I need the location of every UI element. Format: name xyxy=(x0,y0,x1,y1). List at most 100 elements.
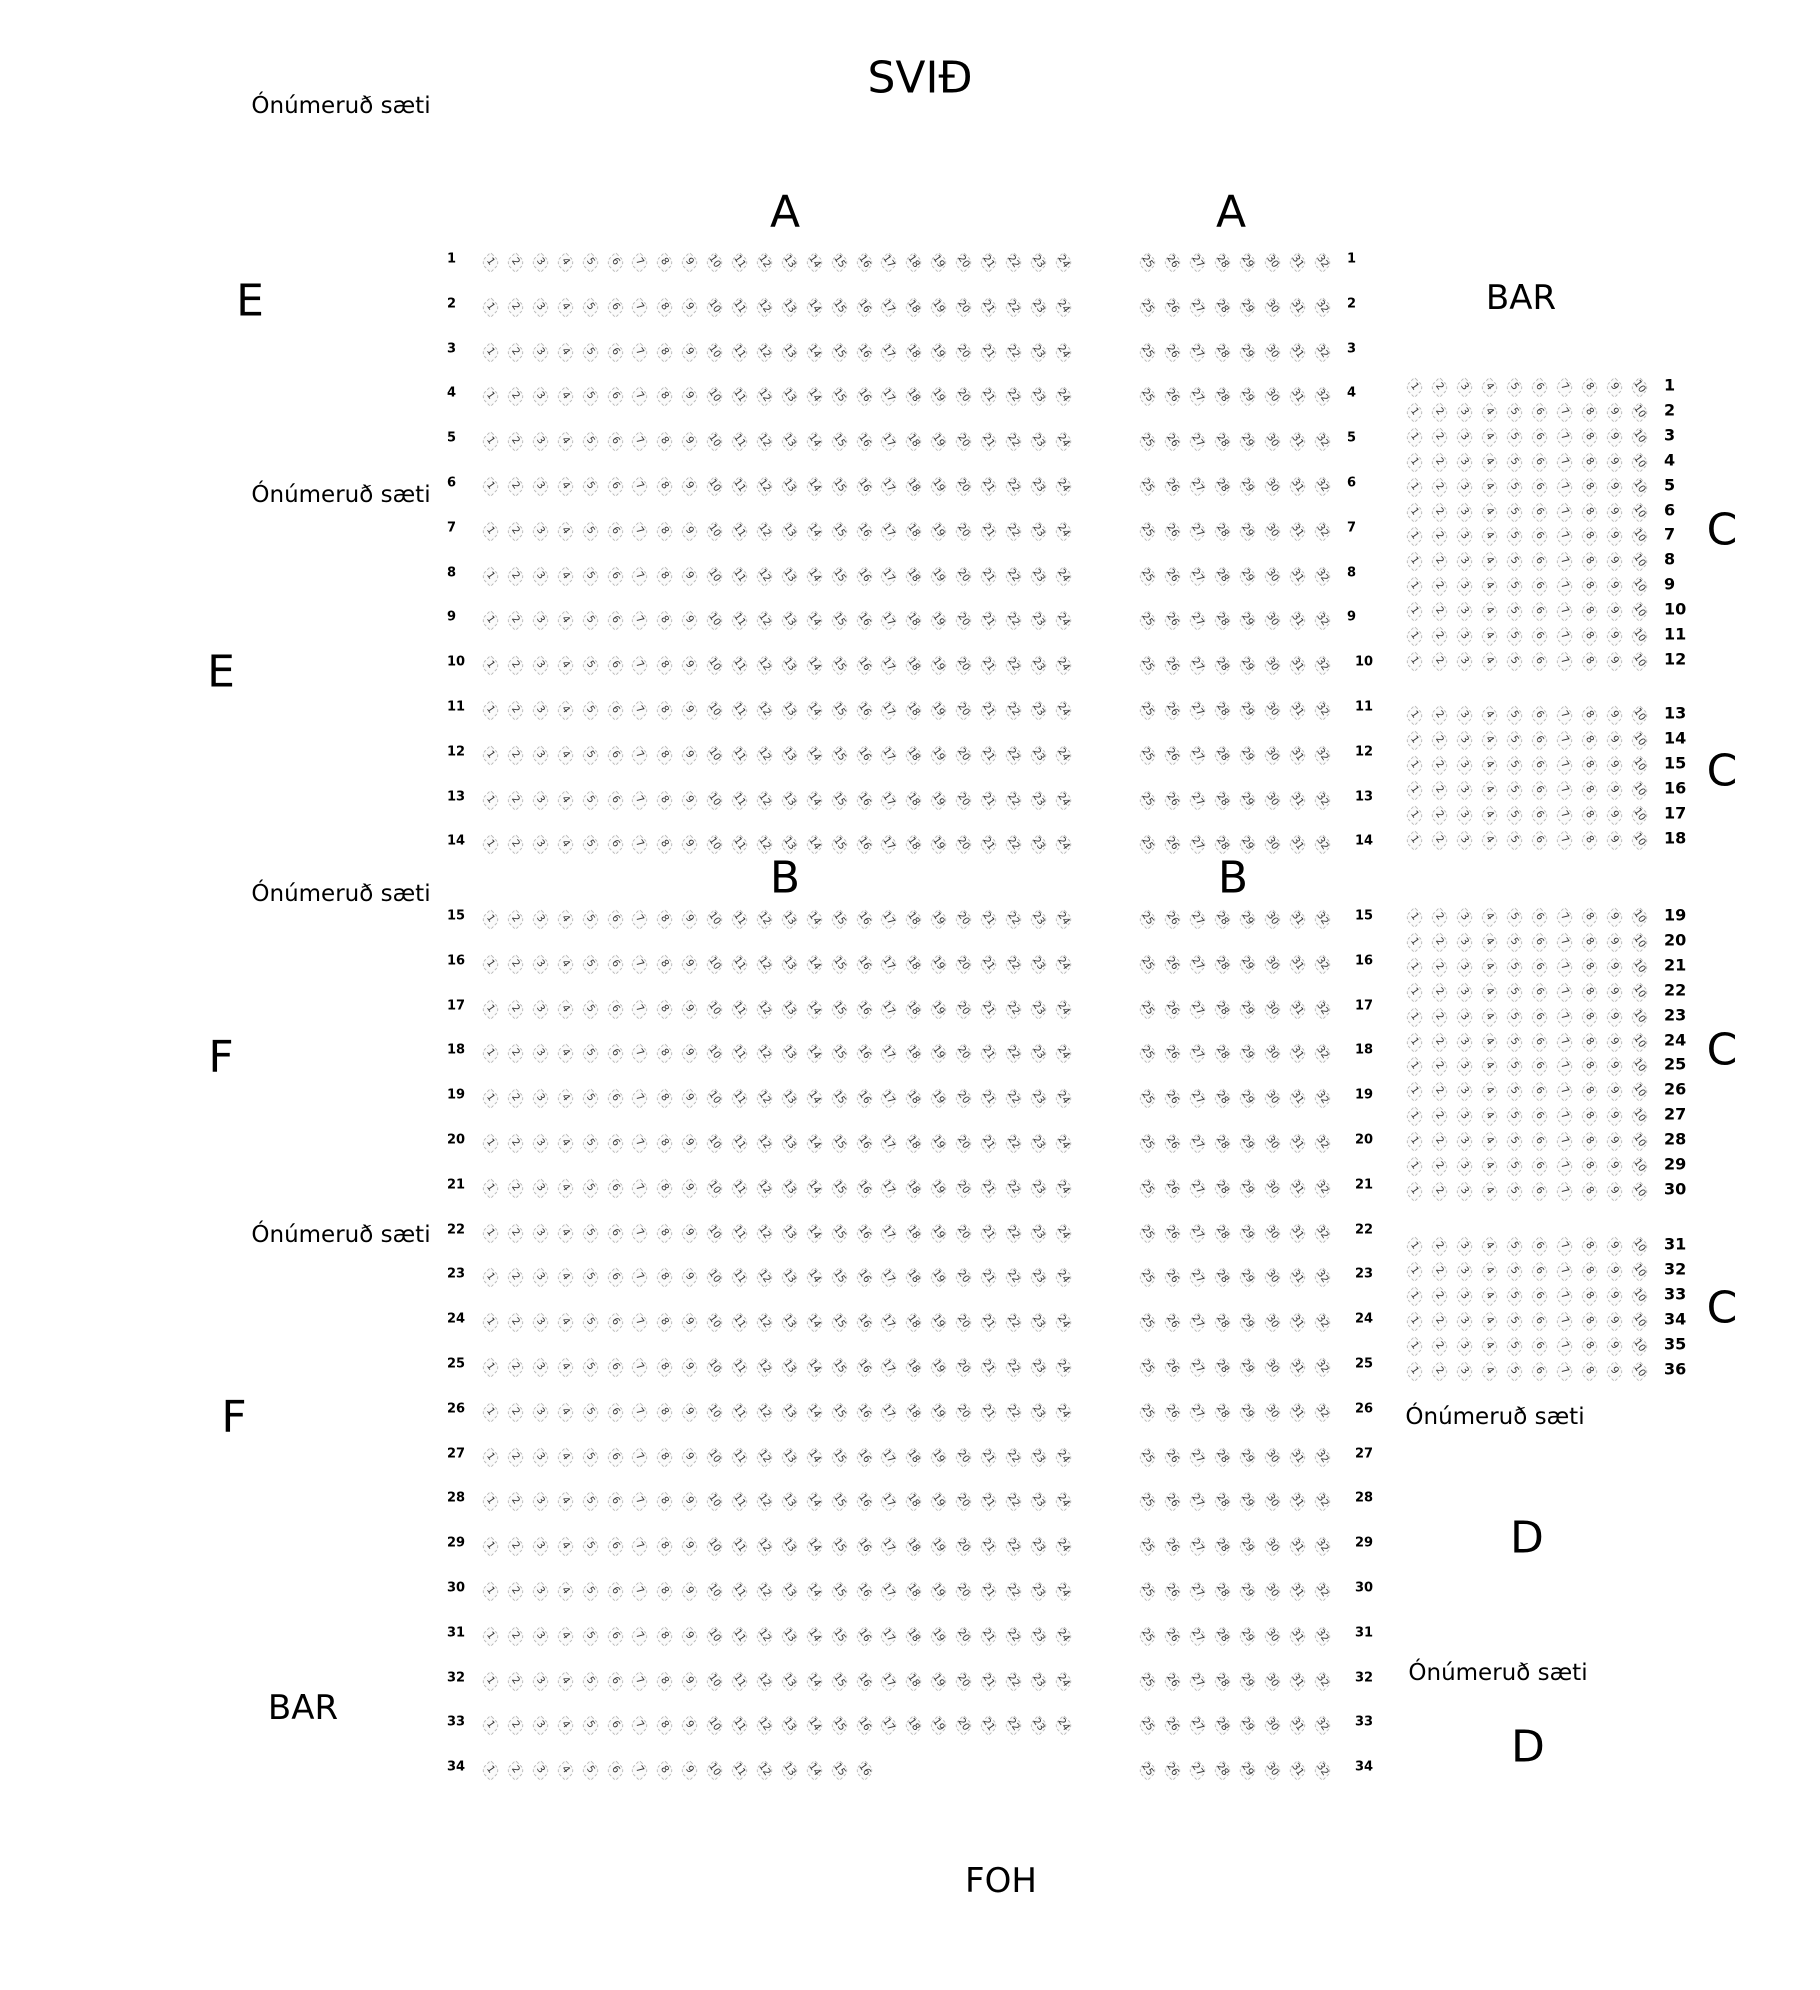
seat[interactable]: 27 xyxy=(1186,520,1209,542)
seat[interactable]: 4 xyxy=(554,1491,576,1513)
seat[interactable]: 25 xyxy=(1136,386,1159,408)
seat[interactable]: 31 xyxy=(1286,520,1309,542)
seat[interactable]: 14 xyxy=(803,565,825,587)
seat[interactable]: 11 xyxy=(728,834,751,856)
seat[interactable]: 18 xyxy=(903,475,925,498)
seat[interactable]: 6 xyxy=(604,1088,626,1110)
seat[interactable]: 31 xyxy=(1286,1715,1309,1737)
seat[interactable]: 13 xyxy=(778,1088,800,1110)
seat[interactable]: 8 xyxy=(1578,650,1601,672)
seat[interactable]: 25 xyxy=(1136,1043,1159,1065)
seat[interactable]: 14 xyxy=(803,1536,825,1558)
seat[interactable]: 28 xyxy=(1211,908,1234,931)
seat[interactable]: 6 xyxy=(1528,1360,1551,1382)
seat[interactable]: 20 xyxy=(952,1625,975,1647)
seat[interactable]: 19 xyxy=(928,834,950,856)
seat[interactable]: 9 xyxy=(1603,779,1626,801)
seat[interactable]: 12 xyxy=(753,1760,775,1782)
seat[interactable]: 16 xyxy=(853,1760,875,1782)
seat[interactable]: 9 xyxy=(679,1356,701,1379)
seat[interactable]: 8 xyxy=(1578,956,1601,978)
seat[interactable]: 10 xyxy=(703,744,726,766)
seat[interactable]: 4 xyxy=(1478,1310,1501,1332)
seat[interactable]: 30 xyxy=(1261,1446,1284,1468)
seat[interactable]: 4 xyxy=(1478,1056,1501,1078)
seat[interactable]: 25 xyxy=(1136,251,1159,274)
seat[interactable]: 3 xyxy=(1453,526,1476,548)
seat[interactable]: 2 xyxy=(504,475,526,498)
seat[interactable]: 18 xyxy=(903,744,925,766)
seat[interactable]: 30 xyxy=(1261,744,1284,766)
seat[interactable]: 5 xyxy=(1503,476,1526,498)
seat[interactable]: 12 xyxy=(753,908,775,931)
seat[interactable]: 1 xyxy=(1403,551,1426,573)
seat[interactable]: 17 xyxy=(878,1132,900,1155)
seat[interactable]: 11 xyxy=(728,789,751,811)
seat[interactable]: 4 xyxy=(1478,376,1501,399)
seat[interactable]: 8 xyxy=(654,1132,676,1155)
seat[interactable]: 30 xyxy=(1261,655,1284,677)
seat[interactable]: 17 xyxy=(878,1625,900,1647)
seat[interactable]: 26 xyxy=(1161,520,1184,542)
seat[interactable]: 2 xyxy=(1428,1360,1451,1382)
seat[interactable]: 7 xyxy=(629,520,651,542)
seat[interactable]: 28 xyxy=(1211,1670,1234,1692)
seat[interactable]: 22 xyxy=(1002,1267,1024,1289)
seat[interactable]: 18 xyxy=(903,1222,925,1244)
seat[interactable]: 12 xyxy=(753,1536,775,1558)
seat[interactable]: 32 xyxy=(1311,386,1334,408)
seat[interactable]: 6 xyxy=(1528,476,1551,498)
seat[interactable]: 28 xyxy=(1211,834,1234,856)
seat[interactable]: 2 xyxy=(1428,779,1451,801)
seat[interactable]: 2 xyxy=(504,1356,526,1379)
seat[interactable]: 18 xyxy=(903,1132,925,1155)
seat[interactable]: 9 xyxy=(1603,376,1626,399)
seat[interactable]: 25 xyxy=(1136,953,1159,975)
seat[interactable]: 5 xyxy=(1503,981,1526,1003)
seat[interactable]: 18 xyxy=(903,520,925,542)
seat[interactable]: 20 xyxy=(952,998,975,1020)
seat[interactable]: 16 xyxy=(853,431,875,453)
seat[interactable]: 9 xyxy=(679,1446,701,1468)
seat[interactable]: 26 xyxy=(1161,1177,1184,1199)
seat[interactable]: 1 xyxy=(479,1715,502,1737)
seat[interactable]: 15 xyxy=(828,908,850,931)
seat[interactable]: 7 xyxy=(1553,1031,1576,1053)
seat[interactable]: 13 xyxy=(778,953,800,975)
seat[interactable]: 5 xyxy=(1503,829,1526,851)
seat[interactable]: 9 xyxy=(1603,1180,1626,1202)
seat[interactable]: 22 xyxy=(1002,1580,1024,1603)
seat[interactable]: 22 xyxy=(1002,1670,1024,1692)
seat[interactable]: 23 xyxy=(1027,1088,1049,1110)
seat[interactable]: 23 xyxy=(1027,610,1049,632)
seat[interactable]: 32 xyxy=(1311,834,1334,856)
seat[interactable]: 5 xyxy=(579,1088,601,1110)
seat[interactable]: 8 xyxy=(654,520,676,542)
seat[interactable]: 13 xyxy=(778,520,800,542)
seat[interactable]: 3 xyxy=(529,1580,551,1603)
seat[interactable]: 10 xyxy=(703,431,726,453)
seat[interactable]: 26 xyxy=(1161,1312,1184,1334)
seat[interactable]: 20 xyxy=(952,1267,975,1289)
seat[interactable]: 9 xyxy=(1603,829,1626,851)
seat[interactable]: 6 xyxy=(1528,1310,1551,1332)
seat[interactable]: 12 xyxy=(753,789,775,811)
seat[interactable]: 14 xyxy=(803,908,825,931)
seat[interactable]: 30 xyxy=(1261,1401,1284,1423)
seat[interactable]: 4 xyxy=(554,1043,576,1065)
seat[interactable]: 6 xyxy=(1528,1081,1551,1103)
seat[interactable]: 10 xyxy=(1628,956,1651,978)
seat[interactable]: 1 xyxy=(1403,729,1426,751)
seat[interactable]: 7 xyxy=(1553,401,1576,423)
seat[interactable]: 23 xyxy=(1027,520,1049,542)
seat[interactable]: 16 xyxy=(853,1580,875,1603)
seat[interactable]: 25 xyxy=(1136,1580,1159,1603)
seat[interactable]: 6 xyxy=(1528,1260,1551,1282)
seat[interactable]: 2 xyxy=(504,296,526,318)
seat[interactable]: 2 xyxy=(1428,931,1451,953)
seat[interactable]: 4 xyxy=(554,1088,576,1110)
seat[interactable]: 11 xyxy=(728,1446,751,1468)
seat[interactable]: 16 xyxy=(853,908,875,931)
seat[interactable]: 9 xyxy=(679,1222,701,1244)
seat[interactable]: 3 xyxy=(1453,650,1476,672)
